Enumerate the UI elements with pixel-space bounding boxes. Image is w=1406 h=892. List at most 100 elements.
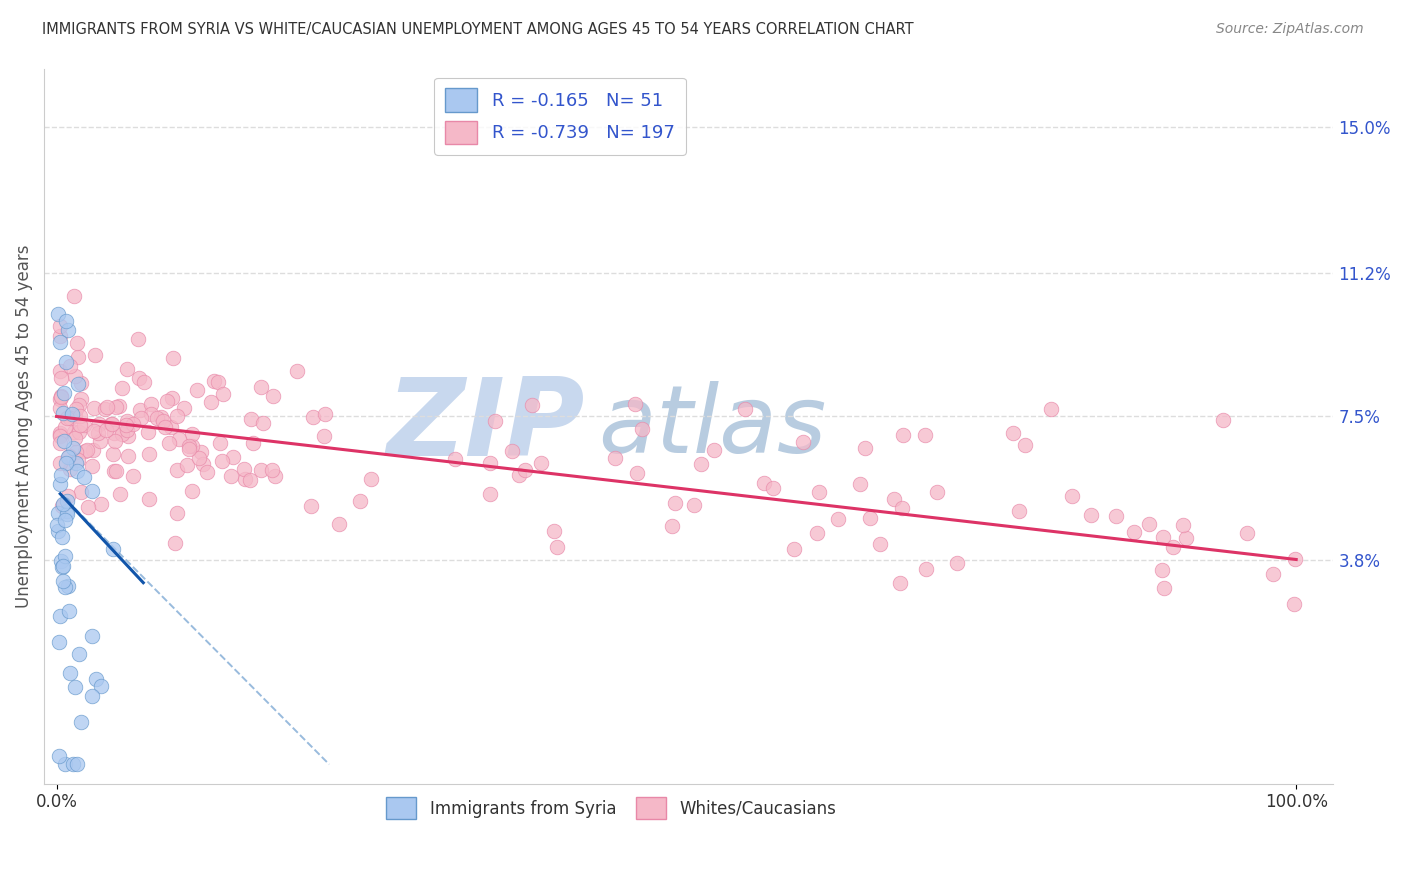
Point <box>543 524 565 539</box>
Point <box>58 604 80 618</box>
Point <box>138 447 160 461</box>
Point <box>515 463 537 477</box>
Point <box>55 494 77 508</box>
Point <box>783 541 806 556</box>
Text: atlas: atlas <box>599 381 827 472</box>
Point <box>52 497 75 511</box>
Point <box>48 635 70 649</box>
Text: Source: ZipAtlas.com: Source: ZipAtlas.com <box>1216 22 1364 37</box>
Point <box>72 469 94 483</box>
Point <box>76 500 98 514</box>
Point <box>484 414 506 428</box>
Point <box>115 418 138 433</box>
Point <box>108 486 131 500</box>
Point <box>508 468 530 483</box>
Point <box>945 556 967 570</box>
Point <box>89 417 111 431</box>
Point <box>49 609 72 624</box>
Point <box>65 444 87 458</box>
Point <box>103 542 125 557</box>
Point <box>51 499 73 513</box>
Point <box>67 647 90 661</box>
Point <box>314 407 336 421</box>
Point <box>52 559 75 574</box>
Point <box>83 401 105 415</box>
Point <box>792 435 814 450</box>
Point <box>132 375 155 389</box>
Point <box>890 501 912 516</box>
Point <box>181 484 204 499</box>
Point <box>49 554 72 568</box>
Point <box>49 426 72 441</box>
Point <box>101 417 124 431</box>
Point <box>49 389 72 403</box>
Point <box>1105 509 1128 524</box>
Point <box>49 319 72 334</box>
Point <box>63 431 86 445</box>
Point <box>623 396 645 410</box>
Point <box>925 485 948 500</box>
Point <box>891 428 914 442</box>
Point <box>136 425 159 440</box>
Point <box>115 362 138 376</box>
Point <box>53 757 76 772</box>
Point <box>479 457 502 471</box>
Point <box>479 486 502 500</box>
Point <box>117 429 139 443</box>
Point <box>70 392 93 406</box>
Point <box>181 439 204 453</box>
Point <box>1080 508 1102 522</box>
Point <box>242 435 264 450</box>
Point <box>105 464 128 478</box>
Point <box>762 481 785 495</box>
Point <box>59 411 82 425</box>
Legend: Immigrants from Syria, Whites/Caucasians: Immigrants from Syria, Whites/Caucasians <box>380 790 844 825</box>
Point <box>104 434 127 448</box>
Point <box>128 402 150 417</box>
Point <box>69 409 91 424</box>
Point <box>89 434 111 448</box>
Point <box>312 429 335 443</box>
Point <box>80 484 103 499</box>
Point <box>55 313 77 327</box>
Point <box>869 537 891 551</box>
Point <box>63 425 86 440</box>
Point <box>80 459 103 474</box>
Point <box>108 399 131 413</box>
Point <box>103 426 125 441</box>
Point <box>70 484 93 499</box>
Point <box>1039 402 1062 417</box>
Point <box>262 463 284 477</box>
Point <box>46 524 69 538</box>
Point <box>690 457 713 471</box>
Point <box>734 402 756 417</box>
Point <box>65 456 87 470</box>
Point <box>65 681 87 695</box>
Point <box>141 397 163 411</box>
Point <box>66 350 89 364</box>
Point <box>546 540 568 554</box>
Point <box>46 506 69 520</box>
Point <box>156 393 179 408</box>
Point <box>86 672 108 686</box>
Point <box>285 364 308 378</box>
Point <box>46 517 69 532</box>
Point <box>1008 504 1031 518</box>
Point <box>56 323 79 337</box>
Point <box>1060 490 1083 504</box>
Point <box>53 434 76 448</box>
Point <box>235 472 257 486</box>
Point <box>883 492 905 507</box>
Point <box>207 375 229 389</box>
Point <box>83 424 105 438</box>
Point <box>59 462 82 476</box>
Text: ZIP: ZIP <box>387 373 586 479</box>
Point <box>1284 597 1306 611</box>
Point <box>530 456 553 470</box>
Point <box>53 513 76 527</box>
Point <box>62 757 84 772</box>
Point <box>1014 438 1036 452</box>
Point <box>262 388 284 402</box>
Point <box>52 386 75 401</box>
Point <box>145 411 167 425</box>
